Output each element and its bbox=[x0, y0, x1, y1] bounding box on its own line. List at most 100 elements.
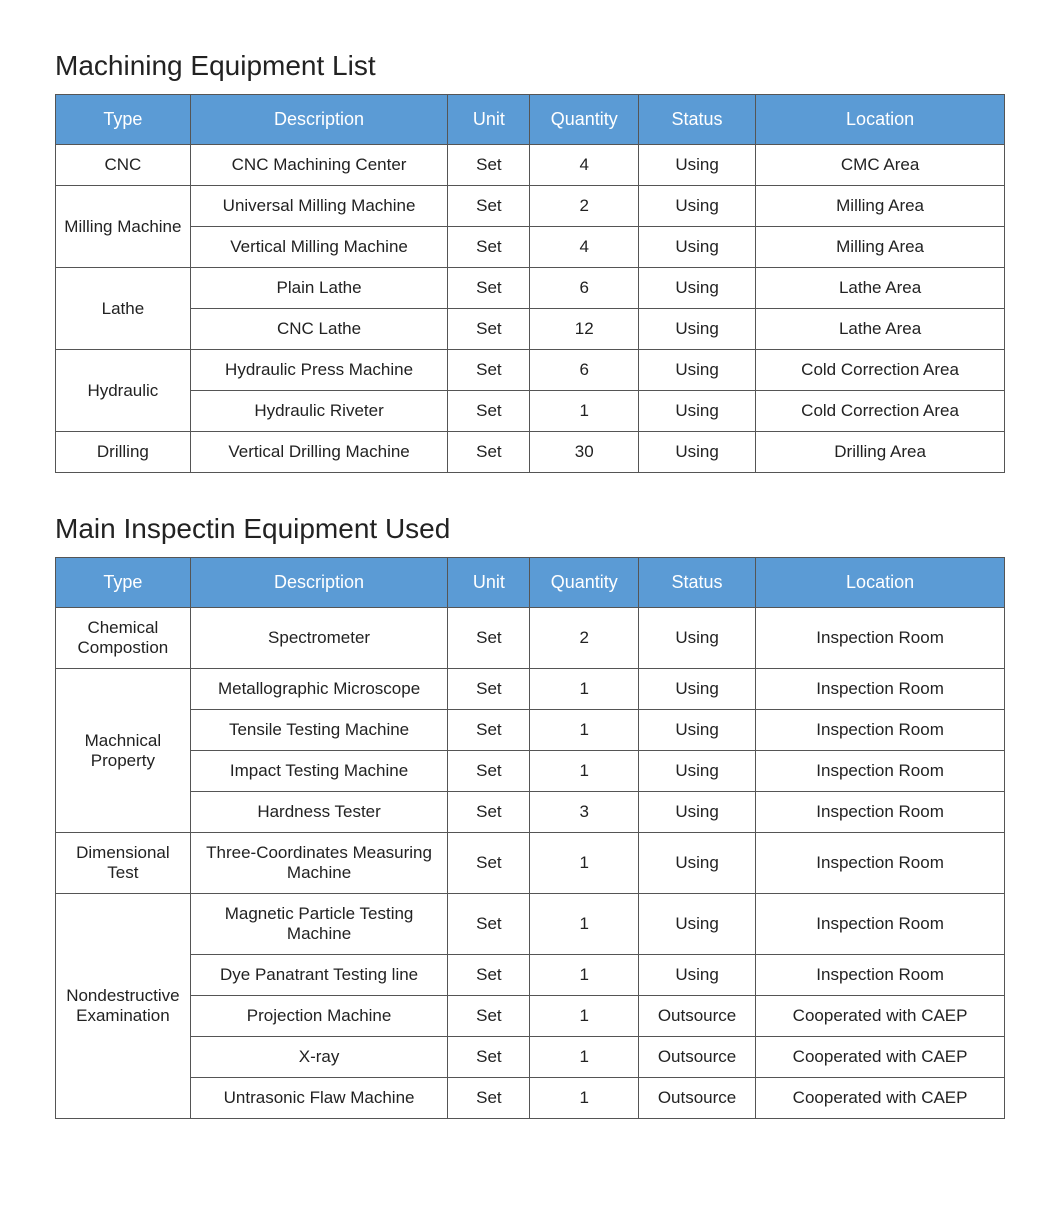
cell-location: Inspection Room bbox=[756, 710, 1005, 751]
cell-location: Drilling Area bbox=[756, 432, 1005, 473]
table-row: Impact Testing MachineSet1UsingInspectio… bbox=[56, 751, 1005, 792]
cell-unit: Set bbox=[448, 996, 530, 1037]
cell-unit: Set bbox=[448, 669, 530, 710]
cell-quantity: 1 bbox=[530, 391, 638, 432]
cell-status: Outsource bbox=[638, 996, 755, 1037]
cell-unit: Set bbox=[448, 145, 530, 186]
col-header-location: Location bbox=[756, 558, 1005, 608]
cell-description: Dye Panatrant Testing line bbox=[190, 955, 448, 996]
cell-location: Inspection Room bbox=[756, 894, 1005, 955]
cell-status: Using bbox=[638, 227, 755, 268]
cell-unit: Set bbox=[448, 309, 530, 350]
table-row: Vertical Milling MachineSet4UsingMilling… bbox=[56, 227, 1005, 268]
cell-quantity: 4 bbox=[530, 145, 638, 186]
cell-description: Metallographic Microscope bbox=[190, 669, 448, 710]
cell-status: Using bbox=[638, 792, 755, 833]
cell-description: Projection Machine bbox=[190, 996, 448, 1037]
cell-type: CNC bbox=[56, 145, 191, 186]
cell-type: Milling Machine bbox=[56, 186, 191, 268]
col-header-location: Location bbox=[756, 95, 1005, 145]
cell-unit: Set bbox=[448, 391, 530, 432]
cell-unit: Set bbox=[448, 833, 530, 894]
col-header-type: Type bbox=[56, 95, 191, 145]
table-row: Nondestructive ExaminationMagnetic Parti… bbox=[56, 894, 1005, 955]
cell-description: Impact Testing Machine bbox=[190, 751, 448, 792]
table-row: Dye Panatrant Testing lineSet1UsingInspe… bbox=[56, 955, 1005, 996]
equipment-table: TypeDescriptionUnitQuantityStatusLocatio… bbox=[55, 557, 1005, 1119]
cell-type: Nondestructive Examination bbox=[56, 894, 191, 1119]
cell-status: Outsource bbox=[638, 1037, 755, 1078]
cell-unit: Set bbox=[448, 268, 530, 309]
table-row: Milling MachineUniversal Milling Machine… bbox=[56, 186, 1005, 227]
table-row: Hydraulic RiveterSet1UsingCold Correctio… bbox=[56, 391, 1005, 432]
table-row: Hardness TesterSet3UsingInspection Room bbox=[56, 792, 1005, 833]
cell-description: Universal Milling Machine bbox=[190, 186, 448, 227]
cell-status: Using bbox=[638, 955, 755, 996]
cell-description: X-ray bbox=[190, 1037, 448, 1078]
cell-description: Plain Lathe bbox=[190, 268, 448, 309]
col-header-description: Description bbox=[190, 95, 448, 145]
cell-quantity: 4 bbox=[530, 227, 638, 268]
table-row: Chemical CompostionSpectrometerSet2Using… bbox=[56, 608, 1005, 669]
cell-quantity: 12 bbox=[530, 309, 638, 350]
cell-status: Using bbox=[638, 186, 755, 227]
cell-location: Inspection Room bbox=[756, 608, 1005, 669]
table-row: Tensile Testing MachineSet1UsingInspecti… bbox=[56, 710, 1005, 751]
col-header-status: Status bbox=[638, 95, 755, 145]
col-header-quantity: Quantity bbox=[530, 558, 638, 608]
cell-status: Using bbox=[638, 145, 755, 186]
cell-quantity: 2 bbox=[530, 608, 638, 669]
table-row: Projection MachineSet1OutsourceCooperate… bbox=[56, 996, 1005, 1037]
cell-type: Dimensional Test bbox=[56, 833, 191, 894]
table-row: Untrasonic Flaw MachineSet1OutsourceCoop… bbox=[56, 1078, 1005, 1119]
cell-description: CNC Lathe bbox=[190, 309, 448, 350]
cell-status: Outsource bbox=[638, 1078, 755, 1119]
cell-unit: Set bbox=[448, 710, 530, 751]
cell-unit: Set bbox=[448, 792, 530, 833]
cell-description: Vertical Milling Machine bbox=[190, 227, 448, 268]
col-header-unit: Unit bbox=[448, 95, 530, 145]
cell-status: Using bbox=[638, 350, 755, 391]
cell-quantity: 1 bbox=[530, 751, 638, 792]
cell-location: Inspection Room bbox=[756, 751, 1005, 792]
cell-description: Tensile Testing Machine bbox=[190, 710, 448, 751]
table-row: HydraulicHydraulic Press MachineSet6Usin… bbox=[56, 350, 1005, 391]
table-row: LathePlain LatheSet6UsingLathe Area bbox=[56, 268, 1005, 309]
table-row: DrillingVertical Drilling MachineSet30Us… bbox=[56, 432, 1005, 473]
table-title: Main Inspectin Equipment Used bbox=[55, 513, 1005, 545]
cell-description: Hydraulic Press Machine bbox=[190, 350, 448, 391]
cell-location: Cooperated with CAEP bbox=[756, 1078, 1005, 1119]
cell-quantity: 3 bbox=[530, 792, 638, 833]
table-row: X-raySet1OutsourceCooperated with CAEP bbox=[56, 1037, 1005, 1078]
cell-quantity: 6 bbox=[530, 350, 638, 391]
cell-description: Three-Coordinates Measuring Machine bbox=[190, 833, 448, 894]
cell-location: Inspection Room bbox=[756, 669, 1005, 710]
cell-unit: Set bbox=[448, 1078, 530, 1119]
document-root: Machining Equipment ListTypeDescriptionU… bbox=[55, 50, 1005, 1119]
cell-location: CMC Area bbox=[756, 145, 1005, 186]
cell-description: Spectrometer bbox=[190, 608, 448, 669]
cell-unit: Set bbox=[448, 1037, 530, 1078]
cell-status: Using bbox=[638, 268, 755, 309]
cell-quantity: 6 bbox=[530, 268, 638, 309]
cell-quantity: 1 bbox=[530, 669, 638, 710]
table-title: Machining Equipment List bbox=[55, 50, 1005, 82]
equipment-table: TypeDescriptionUnitQuantityStatusLocatio… bbox=[55, 94, 1005, 473]
cell-type: Hydraulic bbox=[56, 350, 191, 432]
cell-status: Using bbox=[638, 608, 755, 669]
cell-unit: Set bbox=[448, 227, 530, 268]
cell-description: Magnetic Particle Testing Machine bbox=[190, 894, 448, 955]
cell-status: Using bbox=[638, 309, 755, 350]
col-header-unit: Unit bbox=[448, 558, 530, 608]
table-row: Dimensional TestThree-Coordinates Measur… bbox=[56, 833, 1005, 894]
table-header-row: TypeDescriptionUnitQuantityStatusLocatio… bbox=[56, 558, 1005, 608]
cell-location: Lathe Area bbox=[756, 268, 1005, 309]
cell-type: Chemical Compostion bbox=[56, 608, 191, 669]
col-header-type: Type bbox=[56, 558, 191, 608]
cell-description: Untrasonic Flaw Machine bbox=[190, 1078, 448, 1119]
cell-location: Lathe Area bbox=[756, 309, 1005, 350]
table-header-row: TypeDescriptionUnitQuantityStatusLocatio… bbox=[56, 95, 1005, 145]
cell-status: Using bbox=[638, 894, 755, 955]
col-header-description: Description bbox=[190, 558, 448, 608]
cell-type: Machnical Property bbox=[56, 669, 191, 833]
